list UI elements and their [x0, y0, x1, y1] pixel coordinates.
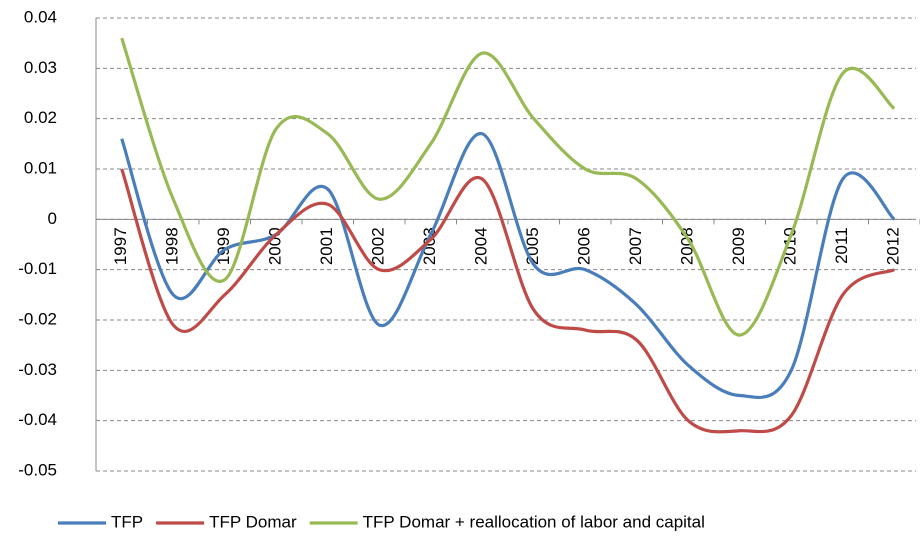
- y-tick-label: -0.05: [18, 460, 57, 479]
- x-tick-label: 2009: [729, 227, 748, 265]
- x-tick-label: 2002: [369, 227, 388, 265]
- line-series: [120, 132, 896, 399]
- x-tick-label: 1998: [163, 227, 182, 265]
- x-tick-label: 1997: [111, 227, 130, 265]
- line-series: [120, 37, 896, 337]
- x-tick-label: 2011: [832, 227, 851, 264]
- x-tick-label: 2008: [678, 227, 697, 265]
- legend-label: TFP Domar + reallocation of labor and ca…: [363, 512, 705, 531]
- line-series: [120, 168, 895, 434]
- y-tick-label: 0.02: [24, 108, 57, 127]
- y-tick-label: -0.04: [18, 410, 57, 429]
- x-tick-label: 2010: [781, 227, 800, 265]
- y-tick-label: 0.03: [24, 58, 57, 77]
- x-tick-label: 2006: [575, 227, 594, 265]
- x-tick-label: 2000: [266, 227, 285, 265]
- y-tick-label: -0.02: [18, 309, 57, 328]
- legend-label: TFP Domar: [209, 512, 297, 531]
- y-tick-label: 0.04: [24, 7, 57, 26]
- x-tick-label: 2004: [472, 227, 491, 265]
- y-tick-label: -0.03: [18, 360, 57, 379]
- y-tick-label: 0: [48, 209, 57, 228]
- y-tick-label: -0.01: [18, 259, 57, 278]
- legend-label: TFP: [111, 512, 143, 531]
- x-tick-label: 2007: [626, 227, 645, 265]
- x-tick-label: 2012: [884, 227, 903, 265]
- x-tick-label: 2001: [317, 227, 336, 265]
- y-tick-label: 0.01: [24, 158, 57, 177]
